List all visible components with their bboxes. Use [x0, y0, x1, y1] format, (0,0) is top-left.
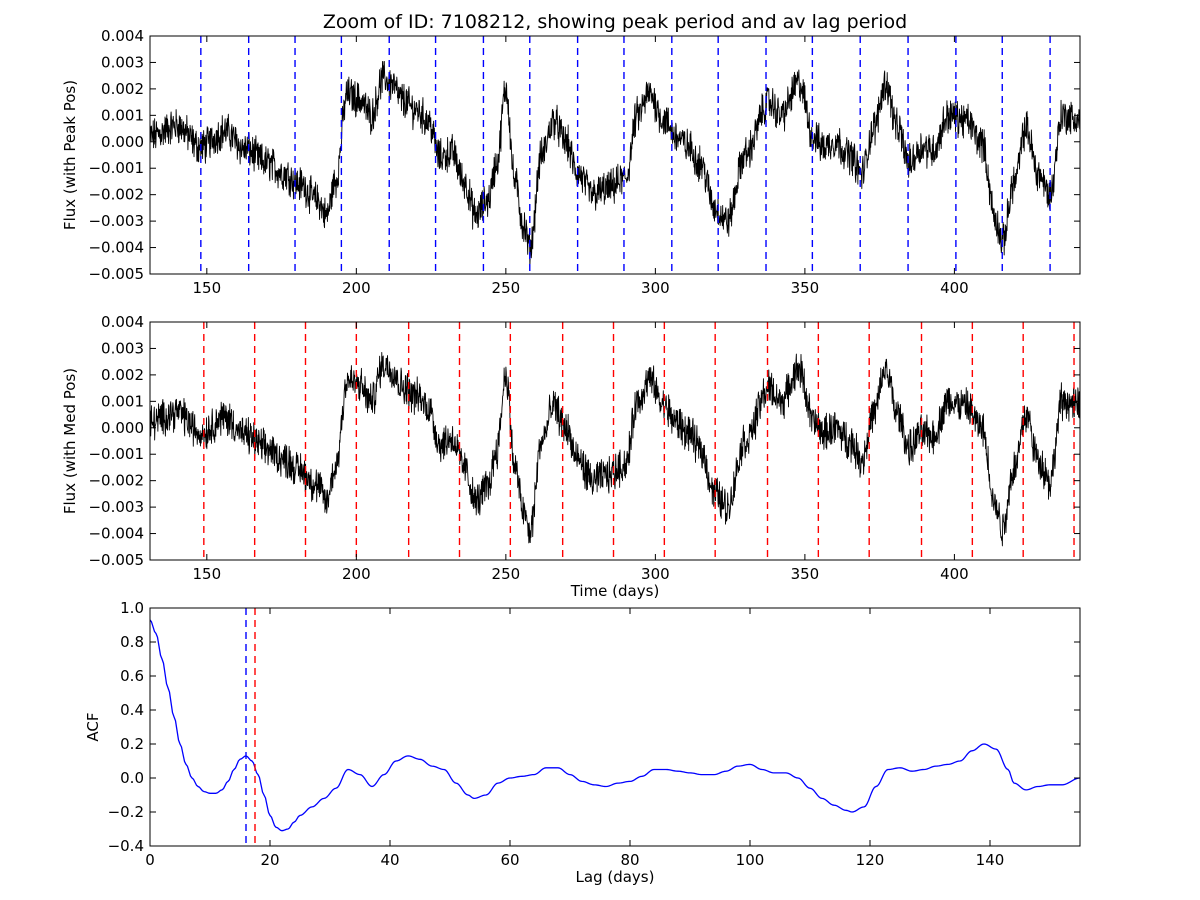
- peak-pos-x-tick-label: 250: [492, 279, 521, 297]
- peak-pos-y-tick-label: 0.002: [101, 80, 144, 98]
- med-pos-x-axis-label: Time (days): [570, 582, 660, 600]
- acf-axes-frame: [149, 607, 1081, 847]
- med-pos-plot-area: [150, 322, 1080, 560]
- med-pos-y-tick-label: 0.000: [101, 419, 144, 437]
- med-pos-x-tick-label: 300: [641, 565, 670, 583]
- acf-x-tick-label: 20: [260, 851, 279, 869]
- acf-x-tick-label: 120: [856, 851, 885, 869]
- med-pos-axes-frame: [149, 321, 1081, 561]
- med-pos-y-tick-label: −0.005: [88, 551, 144, 569]
- med-pos-x-tick-label: 350: [791, 565, 820, 583]
- peak-pos-x-tick-label: 400: [940, 279, 969, 297]
- peak-pos-x-tick-label: 300: [641, 279, 670, 297]
- acf-x-axis-label: Lag (days): [576, 868, 655, 886]
- med-pos-y-tick-label: 0.001: [101, 392, 144, 410]
- acf-x-tick-label: 140: [976, 851, 1005, 869]
- med-pos-y-tick-label: −0.001: [88, 445, 144, 463]
- acf-plot-area: [150, 608, 1080, 846]
- peak-pos-plot-area: [150, 36, 1080, 274]
- peak-pos-y-tick-label: −0.004: [88, 239, 144, 257]
- peak-pos-y-tick-label: 0.003: [101, 53, 144, 71]
- acf-x-tick-label: 100: [736, 851, 765, 869]
- med-pos-x-tick-label: 150: [192, 565, 221, 583]
- acf-y-tick-label: 0.2: [120, 735, 144, 753]
- med-pos-y-tick-label: 0.002: [101, 366, 144, 384]
- acf-y-tick-label: −0.4: [108, 837, 144, 855]
- med-pos-y-tick-label: 0.003: [101, 339, 144, 357]
- acf-x-tick-label: 80: [620, 851, 639, 869]
- peak-pos-x-tick-label: 350: [791, 279, 820, 297]
- chart-title: Zoom of ID: 7108212, showing peak period…: [323, 11, 907, 33]
- med-pos-x-tick-label: 250: [492, 565, 521, 583]
- peak-pos-x-tick-label: 150: [192, 279, 221, 297]
- acf-y-tick-label: 0.6: [120, 667, 144, 685]
- acf-panel: 0 20 40 60 80 100 120 140 −0.4 −0.2 0.0 0.2 0.4 0.6 0.…: [84, 599, 1081, 886]
- acf-series-line: [150, 619, 1080, 832]
- peak-pos-y-tick-label: −0.003: [88, 212, 144, 230]
- med-pos-series-line: [150, 352, 1080, 547]
- peak-pos-y-tick-label: 0.004: [101, 27, 144, 45]
- acf-y-tick-label: 0.4: [120, 701, 144, 719]
- peak-pos-axes-frame: [149, 35, 1081, 275]
- peak-pos-flux-panel: 150 200 250 300 350 400 −0.005 −0.004 −0.003 −0.0…: [61, 27, 1081, 297]
- peak-pos-y-tick-label: 0.001: [101, 106, 144, 124]
- acf-y-tick-label: 0.8: [120, 633, 144, 651]
- med-pos-y-axis-label: Flux (with Med Pos): [61, 368, 79, 514]
- peak-pos-y-tick-label: 0.000: [101, 133, 144, 151]
- acf-x-tick-label: 60: [500, 851, 519, 869]
- acf-x-tick-label: 40: [380, 851, 399, 869]
- peak-pos-series-line: [150, 60, 1080, 268]
- acf-y-tick-label: 0.0: [120, 769, 144, 787]
- med-pos-y-tick-label: −0.004: [88, 525, 144, 543]
- acf-y-tick-label: −0.2: [108, 803, 144, 821]
- med-pos-y-tick-label: −0.003: [88, 498, 144, 516]
- peak-pos-y-tick-label: −0.001: [88, 159, 144, 177]
- peak-pos-y-tick-label: −0.002: [88, 186, 144, 204]
- med-pos-y-tick-label: 0.004: [101, 313, 144, 331]
- acf-y-tick-label: 1.0: [120, 599, 144, 617]
- peak-pos-x-tick-label: 200: [342, 279, 371, 297]
- med-pos-x-tick-label: 400: [940, 565, 969, 583]
- med-pos-y-tick-label: −0.002: [88, 472, 144, 490]
- peak-pos-y-tick-label: −0.005: [88, 265, 144, 283]
- acf-x-tick-label: 0: [145, 851, 155, 869]
- acf-y-axis-label: ACF: [84, 712, 102, 741]
- peak-pos-y-axis-label: Flux (with Peak Pos): [61, 80, 79, 230]
- med-pos-flux-panel: 150 200 250 300 350 400 −0.005 −0.004 −0.003 −0.0…: [61, 313, 1081, 600]
- med-pos-x-tick-label: 200: [342, 565, 371, 583]
